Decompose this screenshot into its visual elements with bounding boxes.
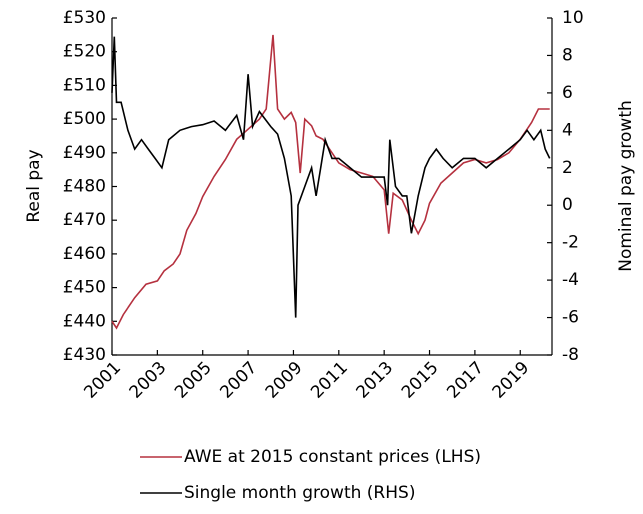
y2-tick-label: -8 bbox=[562, 345, 579, 365]
legend-label: Single month growth (RHS) bbox=[184, 483, 415, 503]
data-line bbox=[111, 36, 551, 318]
y-tick-label: £520 bbox=[63, 42, 106, 62]
y2-tick-label: -6 bbox=[562, 308, 579, 328]
y-tick-label: £500 bbox=[63, 109, 106, 129]
x-tick-label: 2007 bbox=[216, 358, 261, 403]
y-tick-label: £440 bbox=[63, 311, 106, 331]
y2-tick-label: 8 bbox=[562, 45, 573, 65]
x-tick-label: 2005 bbox=[171, 358, 216, 403]
y-tick-label: £430 bbox=[63, 345, 106, 365]
x-tick-label: 2017 bbox=[443, 358, 488, 403]
y-tick-label: £460 bbox=[63, 244, 106, 264]
y2-tick-label: 4 bbox=[562, 120, 573, 140]
y-axis-label: Real pay bbox=[24, 149, 44, 222]
y2-tick-label: 10 bbox=[562, 8, 584, 28]
y-tick-label: £450 bbox=[63, 278, 106, 298]
y-tick-label: £480 bbox=[63, 177, 106, 197]
x-tick-label: 2009 bbox=[262, 358, 307, 403]
y2-tick-label: 6 bbox=[562, 83, 573, 103]
y2-tick-label: 2 bbox=[562, 158, 573, 178]
x-tick-label: 2019 bbox=[489, 358, 534, 403]
legend-label: AWE at 2015 constant prices (LHS) bbox=[184, 447, 481, 467]
y2-tick-label: -4 bbox=[562, 270, 579, 290]
y-tick-label: £470 bbox=[63, 210, 106, 230]
y2-tick-label: 0 bbox=[562, 195, 573, 215]
y-tick-label: £510 bbox=[63, 75, 106, 95]
y-tick-label: £490 bbox=[63, 143, 106, 163]
y-tick-label: £530 bbox=[63, 8, 106, 28]
x-tick-label: 2003 bbox=[126, 358, 171, 403]
x-tick-label: 2013 bbox=[353, 358, 398, 403]
y2-axis-label: Nominal pay growth bbox=[616, 100, 636, 272]
y2-tick-label: -2 bbox=[562, 233, 579, 253]
x-tick-label: 2011 bbox=[307, 358, 352, 403]
x-tick-label: 2015 bbox=[398, 358, 443, 403]
data-line bbox=[111, 34, 550, 330]
